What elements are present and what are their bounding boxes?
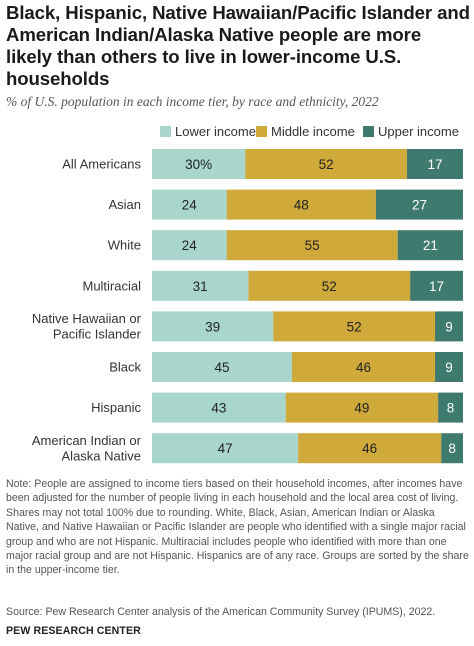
legend-swatch-lower (160, 126, 171, 137)
legend-label-middle: Middle income (271, 124, 355, 139)
legend-label-upper: Upper income (378, 124, 459, 139)
data-label-upper: 17 (429, 279, 444, 294)
category-label: White (108, 238, 141, 253)
data-label-lower: 45 (214, 360, 229, 375)
data-label-lower: 30% (185, 157, 212, 172)
bar-segment-middle (273, 311, 436, 342)
data-label-upper: 9 (445, 360, 453, 375)
brand-logo-text: PEW RESEARCH CENTER (6, 625, 141, 637)
bar-segment-lower (152, 149, 246, 179)
bar-segment-lower (152, 230, 227, 261)
data-label-lower: 47 (218, 441, 233, 456)
data-label-lower: 24 (182, 238, 198, 253)
bar-segment-middle (226, 189, 376, 220)
bar-segment-lower (152, 270, 249, 301)
bar-segment-middle (285, 392, 439, 423)
bar-segment-upper (375, 189, 463, 220)
data-label-upper: 17 (427, 157, 442, 172)
legend-item-upper: Upper income (363, 124, 459, 139)
chart-note: Note: People are assigned to income tier… (6, 478, 469, 577)
data-label-upper: 9 (445, 319, 453, 334)
bar-segment-middle (248, 270, 411, 301)
bar-segment-upper (441, 433, 463, 464)
stacked-bar-chart: All Americans 30% 52 17 Asian 24 48 27 White 24 55… (0, 144, 474, 466)
bar-segment-lower (152, 352, 292, 382)
bar-segment-upper (435, 311, 463, 342)
legend-item-middle: Middle income (256, 124, 355, 139)
bar-segment-upper (397, 230, 463, 261)
legend-swatch-upper (363, 126, 374, 137)
category-label: American Indian or Alaska Native (32, 433, 142, 464)
data-label-middle: 52 (322, 279, 337, 294)
category-label: Black (109, 360, 141, 375)
category-label: Native Hawaiian or Pacific Islander (32, 311, 142, 342)
data-label-lower: 24 (182, 198, 198, 213)
bar-segment-middle (245, 149, 408, 179)
bar-segment-upper (410, 270, 463, 301)
data-label-middle: 46 (362, 441, 377, 456)
chart-source: Source: Pew Research Center analysis of … (6, 606, 436, 618)
data-label-lower: 31 (193, 279, 208, 294)
data-label-middle: 46 (356, 360, 371, 375)
data-label-middle: 52 (319, 157, 334, 172)
bar-segment-middle (291, 352, 436, 382)
legend: Lower income Middle income Upper income (0, 124, 474, 140)
legend-item-lower: Lower income (160, 124, 256, 139)
bar-segment-lower (152, 189, 227, 220)
data-label-lower: 39 (205, 319, 220, 334)
category-label: Hispanic (91, 400, 141, 415)
data-label-upper: 27 (412, 198, 427, 213)
category-label: Multiracial (82, 278, 141, 293)
category-label: Asian (108, 197, 141, 212)
chart-svg: All Americans 30% 52 17 Asian 24 48 27 White 24 55… (32, 149, 463, 464)
data-label-middle: 49 (354, 401, 369, 416)
chart-title: Black, Hispanic, Native Hawaiian/Pacific… (6, 2, 470, 89)
legend-swatch-middle (256, 126, 267, 137)
data-label-upper: 8 (448, 441, 456, 456)
bar-segment-lower (152, 311, 274, 342)
category-label: All Americans (62, 157, 141, 172)
data-label-middle: 52 (347, 319, 362, 334)
bar-segment-middle (226, 230, 398, 261)
chart-subtitle: % of U.S. population in each income tier… (6, 94, 379, 109)
bar-segment-middle (298, 433, 442, 464)
bar-segment-upper (435, 352, 463, 382)
bar-segment-upper (407, 149, 463, 179)
data-label-lower: 43 (211, 401, 226, 416)
bar-segment-lower (152, 433, 299, 464)
data-label-upper: 21 (423, 238, 438, 253)
data-label-middle: 48 (294, 198, 309, 213)
bar-segment-upper (438, 392, 463, 423)
legend-label-lower: Lower income (175, 124, 256, 139)
bar-segment-lower (152, 392, 286, 423)
data-label-middle: 55 (305, 238, 320, 253)
data-label-upper: 8 (447, 401, 455, 416)
